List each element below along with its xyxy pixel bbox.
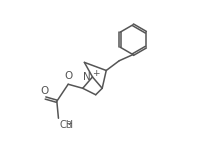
Text: O: O	[64, 71, 72, 81]
Text: +: +	[92, 69, 99, 78]
Text: O: O	[40, 86, 48, 96]
Text: N: N	[83, 72, 91, 82]
Text: CH: CH	[59, 120, 73, 130]
Text: 3: 3	[67, 121, 72, 130]
